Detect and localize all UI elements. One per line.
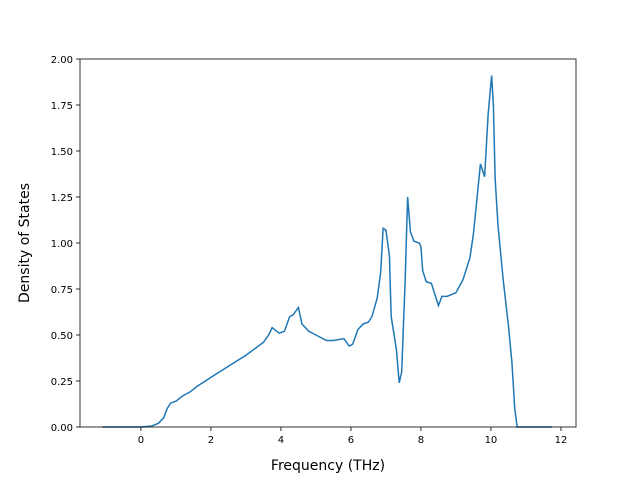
x-tick-label: 4 bbox=[278, 435, 284, 446]
y-tick-label: 1.25 bbox=[51, 193, 73, 204]
y-axis-label: Density of States bbox=[17, 183, 33, 303]
y-tick-label: 0.50 bbox=[51, 331, 73, 342]
x-tick-label: 2 bbox=[208, 435, 214, 446]
y-tick-label: 1.75 bbox=[51, 101, 73, 112]
y-tick-label: 1.50 bbox=[51, 147, 73, 158]
y-tick-label: 2.00 bbox=[51, 55, 73, 66]
y-tick-label: 0.25 bbox=[51, 377, 73, 388]
x-tick-label: 0 bbox=[138, 435, 144, 446]
x-tick-label: 6 bbox=[348, 435, 354, 446]
y-tick-label: 1.00 bbox=[51, 239, 73, 250]
x-axis-label: Frequency (THz) bbox=[271, 458, 385, 474]
data-line bbox=[102, 75, 553, 428]
plot-frame bbox=[79, 58, 577, 428]
x-tick-label: 10 bbox=[485, 435, 498, 446]
x-tick-label: 12 bbox=[555, 435, 568, 446]
x-tick-label: 8 bbox=[418, 435, 424, 446]
y-tick-label: 0.00 bbox=[51, 423, 73, 434]
y-tick-label: 0.75 bbox=[51, 285, 73, 296]
